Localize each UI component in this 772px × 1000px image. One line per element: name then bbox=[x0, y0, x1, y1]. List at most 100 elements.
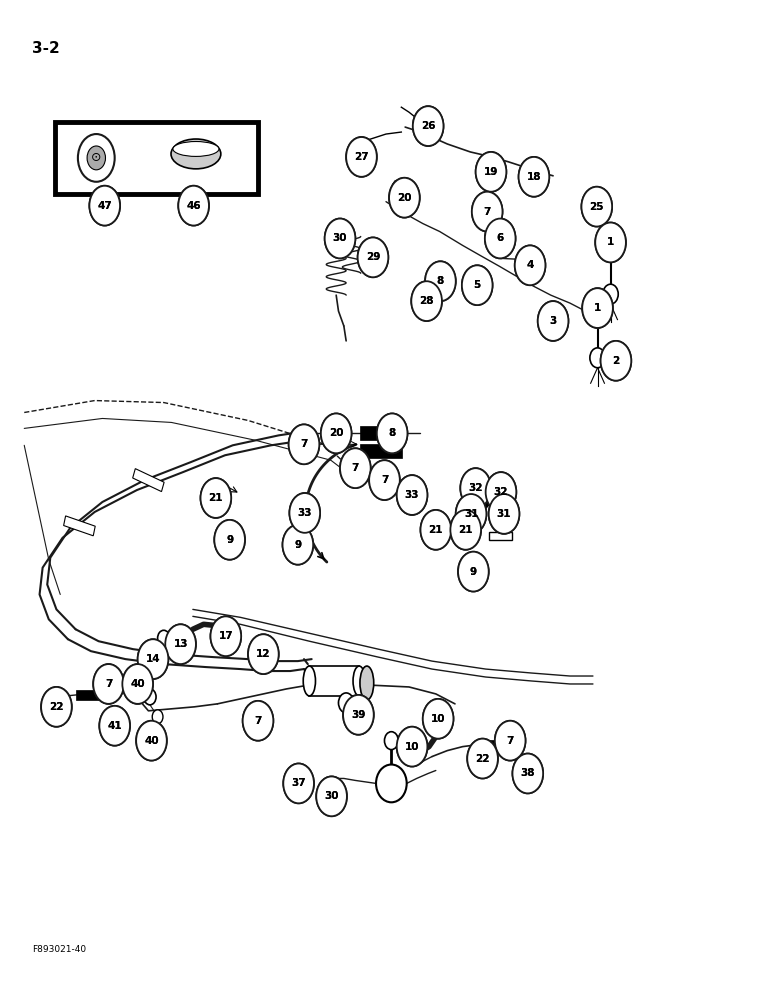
Text: 5: 5 bbox=[473, 280, 481, 290]
Text: 30: 30 bbox=[324, 791, 339, 801]
Text: 3-2: 3-2 bbox=[32, 41, 59, 56]
Text: 33: 33 bbox=[405, 490, 419, 500]
Circle shape bbox=[495, 721, 526, 761]
Text: 1: 1 bbox=[607, 237, 615, 247]
Text: 21: 21 bbox=[428, 525, 443, 535]
Circle shape bbox=[100, 706, 130, 746]
Bar bbox=[55, 122, 258, 194]
Circle shape bbox=[340, 448, 371, 488]
Circle shape bbox=[289, 424, 320, 464]
Circle shape bbox=[377, 413, 408, 453]
Circle shape bbox=[215, 520, 245, 560]
Text: 21: 21 bbox=[459, 525, 473, 535]
Text: 6: 6 bbox=[496, 233, 504, 243]
Bar bbox=[479, 740, 504, 751]
Text: 47: 47 bbox=[97, 201, 112, 211]
Text: 27: 27 bbox=[354, 152, 369, 162]
Circle shape bbox=[248, 634, 279, 674]
Text: 7: 7 bbox=[352, 463, 359, 473]
Text: 13: 13 bbox=[174, 639, 188, 649]
Circle shape bbox=[458, 552, 489, 591]
Text: 7: 7 bbox=[105, 679, 112, 689]
Text: 7: 7 bbox=[254, 716, 262, 726]
Circle shape bbox=[460, 468, 491, 508]
Text: F893021-40: F893021-40 bbox=[32, 945, 86, 954]
Circle shape bbox=[317, 776, 347, 816]
Circle shape bbox=[476, 152, 506, 192]
Text: 38: 38 bbox=[520, 768, 535, 778]
Text: 29: 29 bbox=[366, 252, 380, 262]
Text: 21: 21 bbox=[459, 525, 473, 535]
Text: 30: 30 bbox=[333, 233, 347, 243]
Circle shape bbox=[590, 348, 605, 368]
Text: 30: 30 bbox=[324, 791, 339, 801]
Text: 10: 10 bbox=[431, 714, 445, 724]
Circle shape bbox=[41, 687, 72, 727]
Text: 7: 7 bbox=[254, 716, 262, 726]
Text: 31: 31 bbox=[497, 509, 511, 519]
Circle shape bbox=[90, 186, 120, 226]
Bar bbox=[489, 512, 513, 520]
Text: 18: 18 bbox=[527, 172, 541, 182]
Circle shape bbox=[283, 525, 313, 565]
Text: 38: 38 bbox=[520, 768, 535, 778]
Circle shape bbox=[450, 510, 481, 550]
Bar bbox=[489, 532, 513, 540]
Circle shape bbox=[87, 146, 106, 170]
Circle shape bbox=[582, 288, 613, 328]
Circle shape bbox=[369, 460, 400, 500]
Circle shape bbox=[137, 639, 168, 679]
Circle shape bbox=[489, 494, 520, 534]
Text: 19: 19 bbox=[484, 167, 498, 177]
Circle shape bbox=[321, 413, 351, 453]
Circle shape bbox=[595, 223, 626, 262]
Circle shape bbox=[486, 472, 516, 512]
Text: 40: 40 bbox=[144, 736, 159, 746]
Circle shape bbox=[413, 106, 443, 146]
Text: 1: 1 bbox=[594, 303, 601, 313]
Bar bbox=[76, 690, 101, 700]
Circle shape bbox=[581, 187, 612, 227]
Text: 26: 26 bbox=[421, 121, 435, 131]
Bar bbox=[63, 516, 95, 536]
Circle shape bbox=[538, 301, 568, 341]
Text: 41: 41 bbox=[107, 721, 122, 731]
Text: 19: 19 bbox=[484, 167, 498, 177]
Text: 8: 8 bbox=[437, 276, 444, 286]
Text: 20: 20 bbox=[329, 428, 344, 438]
Circle shape bbox=[425, 261, 455, 301]
Text: 7: 7 bbox=[483, 207, 491, 217]
Text: 40: 40 bbox=[144, 736, 159, 746]
Text: 20: 20 bbox=[329, 428, 344, 438]
Text: 31: 31 bbox=[464, 509, 479, 519]
Text: 46: 46 bbox=[186, 201, 201, 211]
Circle shape bbox=[325, 219, 355, 258]
Circle shape bbox=[346, 137, 377, 177]
Text: 9: 9 bbox=[226, 535, 233, 545]
Text: 12: 12 bbox=[256, 649, 271, 659]
Text: 12: 12 bbox=[256, 649, 271, 659]
Circle shape bbox=[211, 616, 241, 656]
Circle shape bbox=[248, 634, 279, 674]
Circle shape bbox=[513, 754, 543, 793]
Ellipse shape bbox=[353, 666, 365, 696]
Circle shape bbox=[178, 186, 209, 226]
Text: 46: 46 bbox=[186, 201, 201, 211]
Circle shape bbox=[41, 687, 72, 727]
Circle shape bbox=[489, 494, 520, 534]
Circle shape bbox=[425, 261, 455, 301]
Circle shape bbox=[421, 510, 451, 550]
Circle shape bbox=[472, 192, 503, 232]
Circle shape bbox=[397, 727, 428, 767]
Text: 39: 39 bbox=[351, 710, 366, 720]
Circle shape bbox=[462, 265, 493, 305]
Text: 9: 9 bbox=[294, 540, 301, 550]
Text: 18: 18 bbox=[527, 172, 541, 182]
Circle shape bbox=[601, 341, 631, 381]
Text: 7: 7 bbox=[105, 679, 112, 689]
Circle shape bbox=[90, 186, 120, 226]
Ellipse shape bbox=[376, 765, 407, 802]
Circle shape bbox=[413, 106, 443, 146]
Circle shape bbox=[211, 616, 241, 656]
Text: 30: 30 bbox=[333, 233, 347, 243]
